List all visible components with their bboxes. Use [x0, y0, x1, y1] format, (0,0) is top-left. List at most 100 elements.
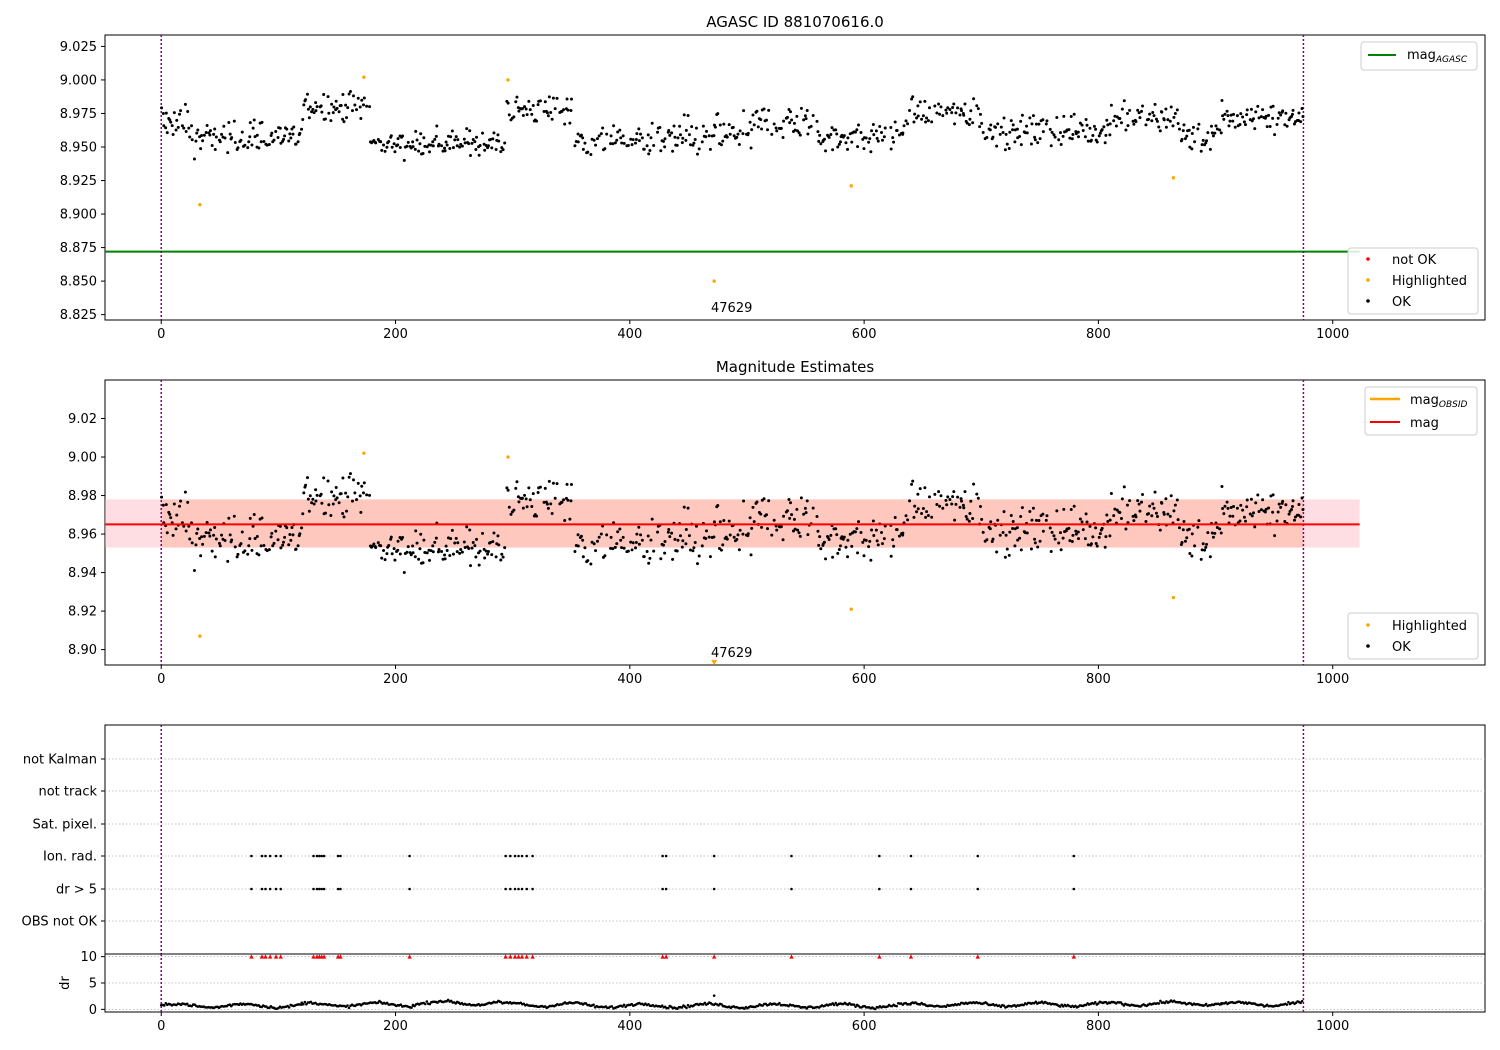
ok-point: [805, 108, 809, 112]
ok-point: [889, 554, 893, 558]
ok-point: [469, 564, 473, 568]
ok-point: [220, 132, 224, 136]
ok-point: [1215, 526, 1219, 530]
ok-point: [748, 516, 752, 520]
dr-point: [300, 1003, 303, 1006]
ok-point: [869, 150, 873, 154]
ok-point: [1248, 512, 1252, 516]
ok-point: [1223, 112, 1227, 116]
ok-point: [1276, 116, 1280, 120]
ok-point: [921, 114, 925, 118]
ok-point: [1221, 114, 1225, 118]
ok-point: [913, 504, 917, 508]
ok-point: [916, 104, 920, 108]
ok-point: [1025, 131, 1029, 135]
ok-point: [260, 516, 264, 520]
ok-point: [255, 133, 259, 137]
ok-point: [1011, 128, 1015, 132]
ok-point: [283, 134, 287, 138]
ok-point: [1071, 533, 1075, 537]
ok-point: [380, 556, 384, 560]
ok-point: [910, 482, 914, 486]
ok-point: [925, 510, 929, 514]
ok-point: [822, 137, 826, 141]
dr-point: [413, 1004, 416, 1008]
ok-point: [941, 114, 945, 118]
ok-point: [621, 134, 625, 138]
ok-point: [497, 543, 501, 547]
ok-point: [1018, 536, 1022, 540]
ok-point: [1100, 128, 1104, 132]
flag-point: [264, 854, 267, 858]
ok-point: [1019, 143, 1023, 147]
ok-point: [746, 131, 750, 135]
ok-point: [372, 542, 376, 546]
ok-point: [320, 110, 324, 114]
ok-point: [281, 543, 285, 547]
ok-point: [207, 531, 211, 535]
ok-point: [876, 543, 880, 547]
ok-point: [445, 143, 449, 147]
ok-point: [506, 488, 510, 492]
ok-point: [1185, 134, 1189, 138]
ok-point: [482, 547, 486, 551]
ok-point: [392, 547, 396, 551]
ok-point: [663, 551, 667, 555]
ok-point: [488, 137, 492, 141]
ok-point: [1038, 137, 1042, 141]
ok-point: [908, 108, 912, 112]
ok-point: [663, 145, 667, 149]
flag-point: [517, 887, 520, 891]
flag-point: [315, 854, 319, 858]
ok-point: [933, 104, 937, 108]
legend-highlighted-marker: [1366, 623, 1370, 627]
ok-point: [1214, 124, 1218, 128]
ok-point: [484, 143, 488, 147]
ok-point: [267, 548, 271, 552]
ok-point: [916, 492, 920, 496]
ok-point: [1265, 125, 1269, 129]
ok-point: [454, 135, 458, 139]
ok-point: [174, 527, 178, 531]
ok-point: [1098, 532, 1102, 536]
ok-point: [586, 559, 590, 563]
ok-point: [594, 549, 598, 553]
ok-point: [971, 516, 975, 520]
ok-point: [759, 118, 763, 122]
ok-point: [1153, 490, 1157, 494]
ok-point: [1053, 135, 1057, 139]
ok-point: [1028, 510, 1032, 514]
flag-point: [279, 887, 283, 891]
ok-point: [161, 503, 165, 507]
ok-point: [1004, 533, 1008, 537]
ok-point: [501, 555, 505, 559]
ok-point: [962, 113, 966, 117]
ok-point: [969, 499, 973, 503]
ok-point: [840, 535, 844, 539]
ok-point: [882, 537, 886, 541]
flag-point: [322, 854, 326, 858]
ok-point: [760, 127, 764, 131]
ok-point: [1126, 124, 1130, 128]
ok-point: [647, 561, 651, 565]
dr-point: [423, 1002, 427, 1006]
ok-point: [494, 147, 498, 151]
ok-point: [344, 103, 348, 107]
ok-point: [672, 124, 676, 128]
ok-point: [772, 122, 776, 126]
ok-point: [417, 557, 421, 561]
ok-point: [1267, 506, 1271, 510]
ok-point: [1018, 134, 1022, 138]
ok-point: [490, 146, 494, 150]
flag-point: [339, 854, 342, 858]
ok-point: [307, 509, 311, 513]
ok-point: [737, 142, 741, 146]
ok-point: [836, 551, 840, 555]
ok-point: [171, 533, 175, 537]
ok-point: [923, 486, 927, 490]
ok-point: [198, 537, 202, 541]
ok-point: [764, 513, 768, 517]
ok-point: [774, 126, 778, 130]
ok-point: [182, 524, 186, 528]
